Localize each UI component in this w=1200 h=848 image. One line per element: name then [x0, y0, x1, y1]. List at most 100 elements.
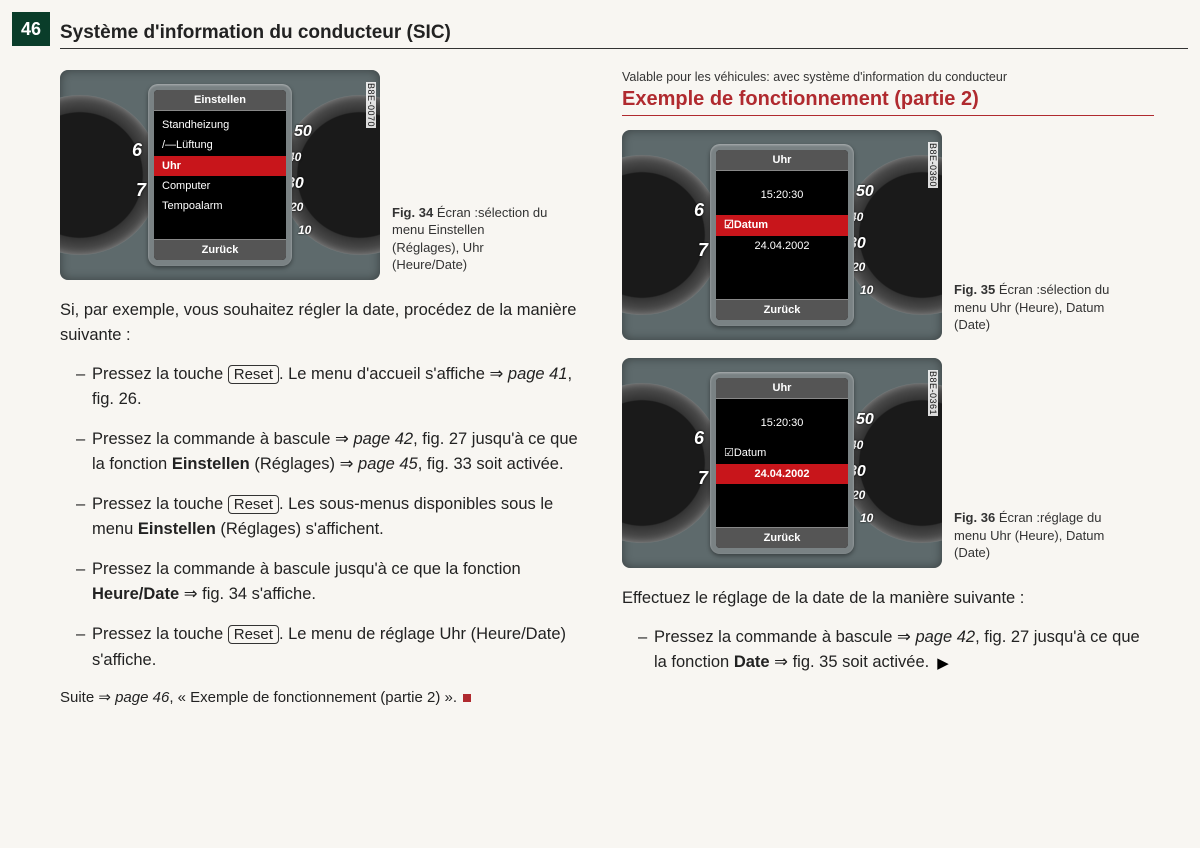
bold: Einstellen: [138, 520, 216, 538]
t: Pressez la commande à bascule ⇒: [654, 628, 915, 646]
menu-item: Standheizung: [154, 115, 286, 135]
fig36-cluster: 6 7 50 40 30 20 10 Uhr: [622, 358, 942, 568]
fig36-caption: Fig. 36 Écran :réglage du menu Uhr (Heur…: [954, 509, 1114, 568]
screen-title: Einstellen: [154, 90, 286, 111]
gauge-num: 7: [698, 468, 708, 489]
fig34-gauge-left: 6 7: [60, 70, 130, 280]
t: (Réglages) ⇒: [250, 455, 358, 473]
left-column: 6 7 50 40 30 20 10 Einstellen: [60, 70, 592, 828]
step-5: Pressez la touche Reset. Le menu de régl…: [76, 622, 592, 673]
gauge-num: 6: [132, 140, 142, 161]
t: , fig. 33 soit activée.: [418, 455, 564, 473]
page-ref: page 46: [115, 689, 169, 706]
screen-menu: 15:20:30 ☑Datum 24.04.2002: [716, 399, 848, 527]
right-steps: Pressez la commande à bascule ⇒ page 42,…: [622, 625, 1154, 676]
fig34-cluster: 6 7 50 40 30 20 10 Einstellen: [60, 70, 380, 280]
gauge-num: 20: [290, 200, 303, 214]
step-2: Pressez la commande à bascule ⇒ page 42,…: [76, 427, 592, 478]
vehicle-note: Valable pour les véhicules: avec système…: [622, 70, 1154, 84]
left-suite: Suite ⇒ page 46, « Exemple de fonctionne…: [60, 687, 592, 710]
bold: Einstellen: [172, 455, 250, 473]
fig-num: Fig. 35: [954, 282, 995, 297]
right-intro: Effectuez le réglage de la date de la ma…: [622, 586, 1154, 611]
fig36-gauge-left: 6 7: [622, 358, 692, 568]
fig36-row: 6 7 50 40 30 20 10 Uhr: [622, 358, 1154, 568]
step-4: Pressez la commande à bascule jusqu'à ce…: [76, 557, 592, 608]
fig-num: Fig. 36: [954, 510, 995, 525]
fig34-caption: Fig. 34 Écran :sélection du menu Einstel…: [392, 204, 552, 280]
menu-item: Tempoalarm: [154, 196, 286, 216]
fig35-gauge-left: 6 7: [622, 130, 692, 340]
gauge-num: 7: [698, 240, 708, 261]
page-ref: page 41: [508, 365, 568, 383]
menu-item: ☑Datum: [716, 443, 848, 463]
gauge-num: 50: [294, 123, 312, 141]
reset-key: Reset: [228, 495, 279, 514]
menu-item: 15:20:30: [716, 185, 848, 205]
t: , « Exemple de fonctionnement (partie 2)…: [169, 689, 461, 706]
menu-item-selected: 24.04.2002: [716, 464, 848, 484]
gauge-num: 50: [856, 411, 874, 429]
right-column: Valable pour les véhicules: avec système…: [622, 70, 1154, 828]
fig35-row: 6 7 50 40 30 20 10 Uhr: [622, 130, 1154, 340]
t: Pressez la touche: [92, 625, 228, 643]
menu-item: 15:20:30: [716, 413, 848, 433]
reset-key: Reset: [228, 625, 279, 644]
fig-num: Fig. 34: [392, 205, 433, 220]
gauge-num: 10: [298, 223, 311, 237]
right-step-1: Pressez la commande à bascule ⇒ page 42,…: [638, 625, 1154, 676]
fig34-code: B8E-0070: [366, 82, 376, 128]
gauge-num: 6: [694, 200, 704, 221]
gauge-num: 50: [856, 183, 874, 201]
bold: Heure/Date: [92, 585, 179, 603]
fig34-row: 6 7 50 40 30 20 10 Einstellen: [60, 70, 592, 280]
page-title: Système d'information du conducteur (SIC…: [60, 22, 1188, 49]
fig35-screen-housing: Uhr 15:20:30 ☑Datum 24.04.2002 Zurück: [710, 144, 854, 326]
end-mark-icon: [463, 694, 471, 702]
fig35-screen: Uhr 15:20:30 ☑Datum 24.04.2002 Zurück: [716, 150, 848, 320]
left-intro: Si, par exemple, vous souhaitez régler l…: [60, 298, 592, 348]
gauge-num: 20: [852, 260, 865, 274]
bold: Date: [734, 653, 770, 671]
step-1: Pressez la touche Reset. Le menu d'accue…: [76, 362, 592, 413]
gauge-num: 10: [860, 283, 873, 297]
menu-item-selected: Uhr: [154, 156, 286, 176]
t: . Le menu d'accueil s'affiche ⇒: [279, 365, 508, 383]
reset-key: Reset: [228, 365, 279, 384]
screen-title: Uhr: [716, 378, 848, 399]
fig35-cluster: 6 7 50 40 30 20 10 Uhr: [622, 130, 942, 340]
continue-arrow-icon: ▶: [937, 652, 949, 675]
page-ref: page 42: [353, 430, 413, 448]
step-3: Pressez la touche Reset. Les sous-menus …: [76, 492, 592, 543]
fig36-screen: Uhr 15:20:30 ☑Datum 24.04.2002 Zurück: [716, 378, 848, 548]
page-ref: page 42: [915, 628, 975, 646]
fig36-screen-housing: Uhr 15:20:30 ☑Datum 24.04.2002 Zurück: [710, 372, 854, 554]
menu-item: Computer: [154, 176, 286, 196]
left-steps: Pressez la touche Reset. Le menu d'accue…: [60, 362, 592, 674]
t: Pressez la touche: [92, 495, 228, 513]
menu-item: 24.04.2002: [716, 236, 848, 256]
gauge-num: 20: [852, 488, 865, 502]
screen-title: Uhr: [716, 150, 848, 171]
menu-item-selected: ☑Datum: [716, 215, 848, 235]
screen-footer: Zurück: [716, 299, 848, 320]
t: ⇒ fig. 34 s'affiche.: [179, 585, 316, 603]
gauge-num: 6: [694, 428, 704, 449]
menu-item: /—Lüftung: [154, 135, 286, 155]
t: Pressez la commande à bascule ⇒: [92, 430, 353, 448]
content-area: 6 7 50 40 30 20 10 Einstellen: [60, 70, 1180, 828]
t: (Réglages) s'affichent.: [216, 520, 384, 538]
fig35-caption: Fig. 35 Écran :sélection du menu Uhr (He…: [954, 281, 1114, 340]
fig35-code: B8E-0360: [928, 142, 938, 188]
fig34-screen: Einstellen Standheizung /—Lüftung Uhr Co…: [154, 90, 286, 260]
t: ⇒ fig. 35 soit activée.: [770, 653, 930, 671]
fig36-code: B8E-0361: [928, 370, 938, 416]
gauge-num: 10: [860, 511, 873, 525]
screen-footer: Zurück: [716, 527, 848, 548]
page-number-tab: 46: [12, 12, 50, 46]
section-heading: Exemple de fonctionnement (partie 2): [622, 88, 1154, 116]
t: Pressez la commande à bascule jusqu'à ce…: [92, 560, 521, 578]
t: Suite ⇒: [60, 689, 115, 706]
screen-menu: 15:20:30 ☑Datum 24.04.2002: [716, 171, 848, 299]
screen-menu: Standheizung /—Lüftung Uhr Computer Temp…: [154, 111, 286, 239]
